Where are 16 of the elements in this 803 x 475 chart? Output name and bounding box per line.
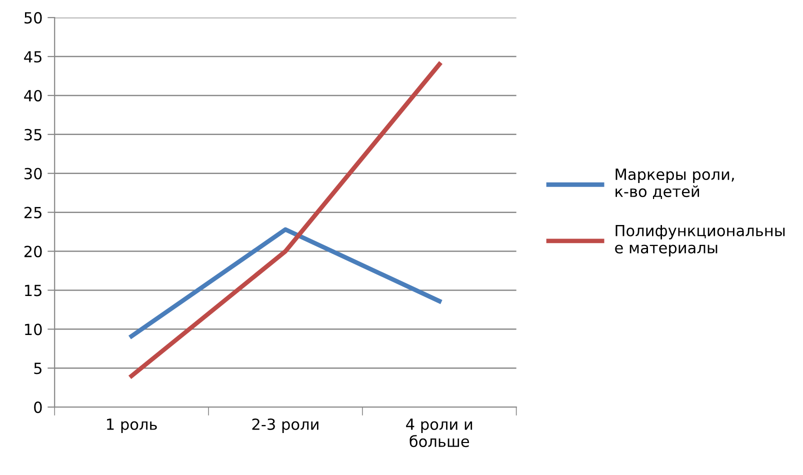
y-tick-label: 45 [24,51,42,63]
y-tick-label: 25 [24,206,42,218]
y-tick-label: 20 [24,246,42,258]
y-tick-label: 15 [25,284,42,296]
y-tick-label: 50 [24,12,42,24]
legend-label: Маркеры роли, к-во детей [616,168,734,200]
y-tick-label: 5 [34,362,42,374]
x-tick-label: 2-3 роли [252,418,318,433]
y-tick-label: 40 [24,90,42,102]
y-tick-label: 10 [25,324,42,336]
x-tick-label: 4 роли и больше [406,418,472,448]
y-tick-label: 0 [34,402,42,414]
y-tick-label: 35 [24,128,42,140]
legend-label: Полифункциональные материалы [615,225,785,256]
y-tick-label: 30 [24,168,42,180]
x-tick-label: 1 роль [107,418,157,433]
